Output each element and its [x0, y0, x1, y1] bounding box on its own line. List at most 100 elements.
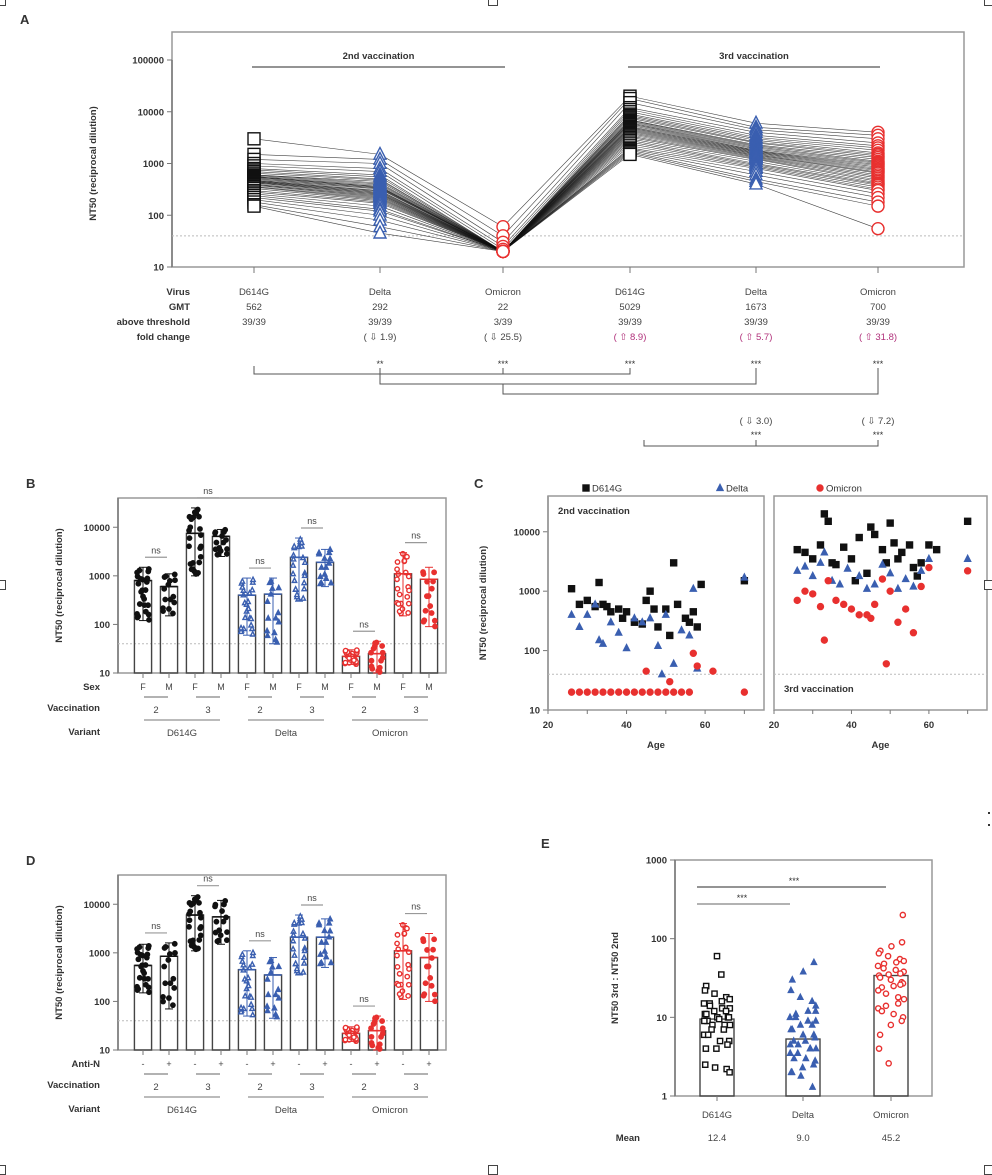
data-point — [172, 577, 178, 584]
x-tick-label: F — [140, 682, 146, 692]
data-point — [267, 577, 275, 584]
data-point — [614, 688, 623, 696]
data-point — [796, 992, 805, 1001]
data-point — [897, 981, 904, 988]
legend-label: Delta — [726, 484, 749, 495]
variant-label: Delta — [275, 1105, 298, 1116]
data-point — [885, 971, 892, 978]
data-point — [213, 539, 220, 546]
data-point — [316, 959, 324, 967]
data-point — [162, 980, 169, 987]
data-point — [197, 545, 204, 552]
data-point — [404, 593, 411, 600]
data-point — [657, 669, 667, 678]
data-point — [720, 1026, 728, 1033]
data-point — [886, 568, 895, 577]
data-point — [291, 951, 298, 958]
data-point — [701, 1017, 708, 1025]
data-point — [925, 541, 933, 549]
data-point — [430, 946, 436, 953]
data-point — [237, 623, 245, 631]
data-point — [404, 973, 411, 980]
variant-label: Delta — [275, 728, 298, 739]
x-tick-label: 40 — [621, 720, 632, 731]
data-point — [894, 555, 902, 563]
data-point — [248, 624, 256, 632]
data-point — [871, 199, 885, 213]
data-point — [614, 627, 623, 636]
data-point — [890, 982, 897, 990]
data-point — [405, 610, 412, 616]
subject-line — [253, 138, 879, 252]
data-point — [855, 611, 863, 619]
data-point — [237, 627, 245, 635]
x-tick-label: M — [269, 682, 277, 692]
data-point — [298, 542, 306, 549]
x-tick-label: 40 — [846, 720, 857, 731]
data-point — [661, 609, 670, 618]
data-point — [820, 510, 829, 518]
data-point — [599, 688, 607, 696]
data-point — [249, 630, 257, 637]
data-point — [867, 614, 875, 622]
cell-fold-change: ( ⇧ 31.8) — [859, 332, 897, 343]
data-point — [275, 994, 283, 1001]
variant-label: D614G — [167, 728, 197, 739]
data-point — [369, 665, 376, 672]
data-point — [630, 613, 639, 622]
data-point — [793, 596, 801, 605]
data-point — [890, 539, 898, 547]
data-point — [197, 526, 203, 532]
data-point — [878, 559, 887, 568]
data-point — [706, 1002, 714, 1010]
data-point — [832, 560, 840, 569]
data-point — [924, 553, 934, 562]
data-point — [394, 952, 400, 959]
data-point — [186, 513, 193, 520]
sig-label: ns — [411, 531, 421, 541]
bracket — [253, 366, 631, 375]
data-point — [432, 623, 438, 630]
x-tick-label: + — [374, 1059, 379, 1069]
data-point — [575, 621, 584, 631]
data-point — [851, 577, 860, 585]
data-point — [840, 600, 848, 609]
sig-stars: *** — [873, 430, 884, 440]
sig-label: ns — [151, 921, 161, 931]
y-axis-label: NT50 (reciprocal dilution) — [88, 106, 99, 221]
data-point — [793, 565, 802, 574]
data-point — [666, 677, 674, 686]
cell-above-threshold: 39/39 — [618, 317, 642, 328]
data-point — [963, 517, 972, 526]
data-point — [715, 1015, 723, 1023]
sig-stars: *** — [751, 430, 762, 440]
sig-label: ns — [255, 556, 265, 566]
row-label-fold-change: fold change — [137, 332, 190, 343]
data-point — [318, 938, 325, 945]
data-point — [816, 602, 825, 611]
data-point — [420, 571, 427, 577]
data-point — [575, 600, 584, 609]
data-point — [290, 918, 298, 926]
data-point — [394, 940, 400, 947]
data-point — [913, 572, 921, 580]
mean-value: 12.4 — [708, 1133, 727, 1144]
data-point — [875, 1045, 883, 1052]
data-point — [406, 587, 412, 594]
group-label: 2nd vaccination — [343, 51, 415, 62]
data-point — [264, 614, 272, 621]
vaccination-label: 2 — [153, 1082, 158, 1093]
data-point — [804, 1006, 812, 1014]
data-point — [290, 542, 298, 549]
data-point — [212, 903, 218, 910]
data-point — [431, 936, 438, 943]
x-tick-label: Omicron — [873, 1110, 909, 1121]
data-point — [135, 956, 142, 963]
subject-line — [253, 145, 879, 252]
data-point — [326, 927, 334, 934]
x-tick-label: M — [217, 682, 225, 692]
x-tick-label: M — [165, 682, 173, 692]
data-point — [170, 975, 177, 982]
data-point — [289, 561, 297, 568]
data-point — [711, 990, 718, 997]
